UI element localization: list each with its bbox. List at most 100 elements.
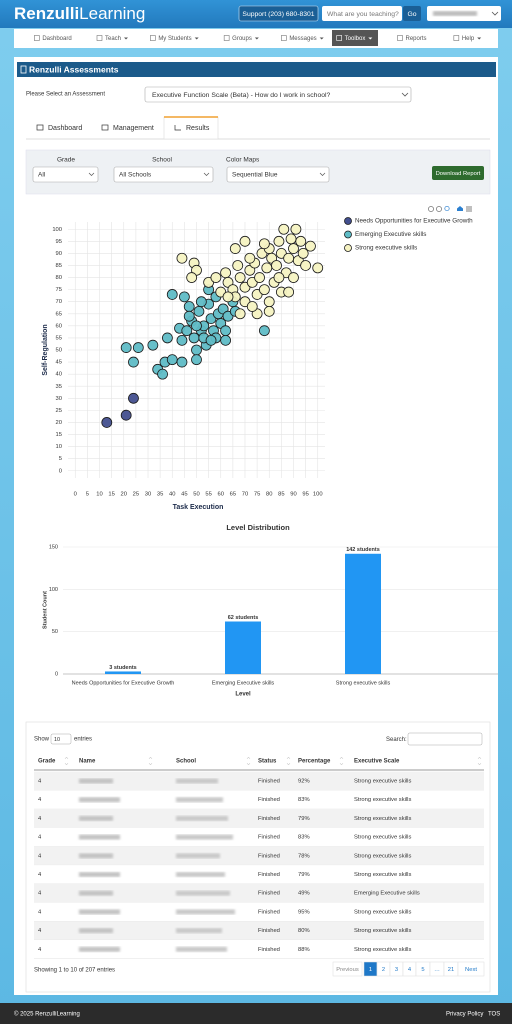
tab[interactable]: Results bbox=[186, 125, 210, 132]
cell-percentage: 83% bbox=[298, 835, 310, 841]
nav-item[interactable]: Teach bbox=[105, 36, 121, 42]
legend-label[interactable]: Emerging Executive skills bbox=[355, 231, 426, 238]
tab[interactable]: Management bbox=[113, 125, 154, 132]
length-select[interactable] bbox=[50, 733, 72, 745]
sort-icon bbox=[148, 756, 153, 766]
nav-icon bbox=[336, 35, 342, 41]
column-header[interactable]: Grade bbox=[38, 759, 56, 765]
reset[interactable] bbox=[457, 206, 463, 211]
tab[interactable]: Dashboard bbox=[48, 125, 82, 132]
cell-grade: 4 bbox=[38, 909, 42, 915]
cell-grade: 4 bbox=[38, 853, 42, 859]
x-tick-label: 75 bbox=[254, 492, 260, 498]
x-tick-label: 20 bbox=[121, 492, 127, 498]
legend-label[interactable]: Strong executive skills bbox=[355, 245, 417, 252]
footer-link[interactable]: Privacy Policy bbox=[446, 1012, 483, 1018]
x-tick-label: 85 bbox=[278, 492, 284, 498]
color-map-select[interactable] bbox=[226, 166, 330, 183]
caret bbox=[194, 37, 199, 40]
school-blurred bbox=[176, 797, 223, 803]
cell-grade: 4 bbox=[38, 835, 42, 841]
legend-label[interactable]: Needs Opportunities for Executive Growth bbox=[355, 218, 473, 225]
scatter-point bbox=[186, 272, 198, 283]
logo-bold: Renzulli bbox=[14, 4, 79, 23]
sort-icon bbox=[477, 756, 482, 766]
logo[interactable]: RenzulliLearning bbox=[14, 4, 145, 23]
value-label: 3 students bbox=[109, 665, 137, 671]
support-button[interactable] bbox=[238, 5, 319, 22]
cell-grade: 4 bbox=[38, 891, 42, 897]
nav-active bbox=[332, 30, 378, 46]
nav-item[interactable]: Toolbox bbox=[345, 36, 366, 42]
cell-status: Finished bbox=[258, 853, 280, 859]
scatter-point bbox=[210, 272, 222, 283]
nav-item[interactable]: Dashboard bbox=[42, 36, 71, 42]
column-header[interactable]: School bbox=[176, 759, 196, 765]
page-button[interactable] bbox=[457, 961, 485, 977]
scatter-point bbox=[258, 325, 270, 337]
page-button[interactable] bbox=[332, 961, 363, 977]
column-header[interactable]: Percentage bbox=[298, 759, 331, 765]
school-select[interactable] bbox=[113, 166, 214, 183]
page-label: 1 bbox=[369, 967, 372, 973]
assessment-select[interactable] bbox=[144, 86, 412, 103]
search-input[interactable] bbox=[322, 6, 402, 21]
x-tick-label: Strong executive skills bbox=[336, 680, 391, 686]
scatter-point bbox=[239, 235, 251, 247]
column-header[interactable]: Name bbox=[79, 759, 96, 765]
name-blurred bbox=[79, 946, 120, 952]
search-label: Search: bbox=[386, 737, 407, 743]
y-tick-label: 5 bbox=[59, 456, 62, 462]
nav-item[interactable]: Help bbox=[462, 36, 475, 42]
cell-status: Finished bbox=[258, 835, 280, 841]
y-tick-label: 85 bbox=[56, 263, 62, 269]
y-tick-label: 75 bbox=[56, 287, 62, 293]
nav-item[interactable]: Messages bbox=[289, 36, 316, 42]
zoom[interactable] bbox=[444, 205, 450, 212]
column-header[interactable]: Executive Scale bbox=[354, 759, 400, 765]
cell-status: Finished bbox=[258, 928, 280, 934]
table-row bbox=[34, 809, 484, 828]
go-text: Go bbox=[407, 11, 416, 18]
scatter-point bbox=[101, 417, 113, 428]
assessment-label: Please Select an Assessment bbox=[26, 92, 105, 98]
y-tick-label: 40 bbox=[56, 372, 62, 378]
table-info: Showing 1 to 10 of 207 entries bbox=[34, 968, 115, 974]
x-tick-label: 35 bbox=[157, 492, 163, 498]
zoom-in[interactable] bbox=[428, 206, 434, 212]
scatter-point bbox=[120, 342, 132, 353]
grade-select[interactable] bbox=[32, 166, 99, 183]
y-tick-label: 10 bbox=[56, 444, 62, 450]
nav-item[interactable]: My Students bbox=[158, 36, 191, 42]
nav-item[interactable]: Reports bbox=[405, 36, 426, 42]
filter-panel bbox=[25, 149, 491, 195]
menu[interactable] bbox=[466, 206, 472, 212]
go-button[interactable] bbox=[403, 6, 421, 21]
footer-link[interactable]: TOS bbox=[488, 1012, 500, 1018]
nav-item[interactable]: Groups bbox=[232, 36, 252, 42]
download-button[interactable] bbox=[432, 166, 484, 180]
name-blurred bbox=[79, 797, 120, 803]
page-label: 3 bbox=[395, 967, 398, 973]
scatter-point bbox=[261, 262, 273, 274]
table-row bbox=[34, 902, 484, 922]
cell-grade: 4 bbox=[38, 779, 42, 785]
scatter-point bbox=[263, 305, 275, 317]
cell-grade: 4 bbox=[38, 872, 42, 878]
zoom-out[interactable] bbox=[436, 206, 442, 212]
table-row bbox=[34, 790, 484, 810]
cell-status: Finished bbox=[258, 947, 280, 953]
scatter-point bbox=[191, 344, 202, 356]
scatter-point bbox=[263, 296, 275, 308]
x-tick-label: 50 bbox=[193, 492, 199, 498]
scatter-point bbox=[195, 296, 207, 308]
color-map-value: Sequential Blue bbox=[232, 172, 278, 179]
cell-scale: Strong executive skills bbox=[354, 835, 411, 841]
name-blurred bbox=[79, 778, 113, 784]
scatter-point bbox=[254, 272, 265, 283]
table-search[interactable] bbox=[407, 732, 483, 746]
column-header[interactable]: Status bbox=[258, 759, 277, 765]
cell-grade: 4 bbox=[38, 947, 42, 953]
filter-label: School bbox=[152, 157, 172, 164]
